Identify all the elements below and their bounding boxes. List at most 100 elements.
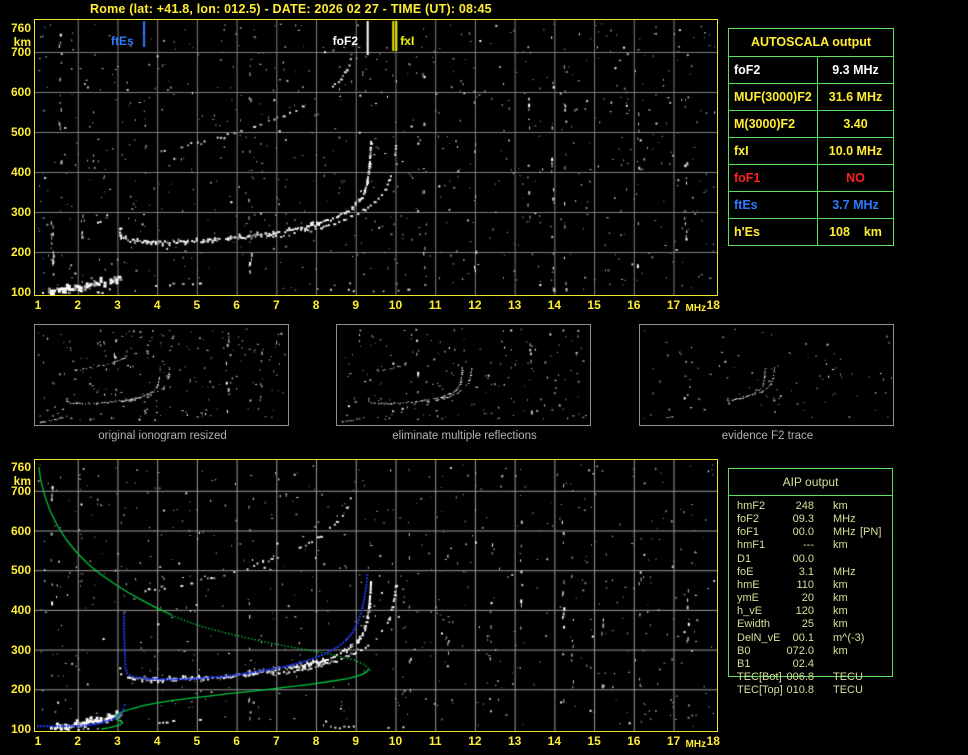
page-title: Rome (lat: +41.8, lon: 012.5) - DATE: 20… <box>90 2 492 16</box>
panel-eliminate-canvas <box>336 324 591 426</box>
x-axis-unit-label: MHz <box>685 739 707 750</box>
y-axis-unit-label: km <box>13 35 31 49</box>
aip-row-unit: MHz <box>833 526 856 539</box>
y-tick-label: 100 <box>10 285 31 299</box>
x-tick-label: 4 <box>153 298 161 312</box>
autoscala-row-foF1: foF1 NO <box>729 165 893 192</box>
y-tick-label: 760 <box>10 459 31 474</box>
autoscala-row-label: foF1 <box>729 165 818 191</box>
panel-caption-original: original ionogram resized <box>98 430 227 442</box>
x-tick-label: 1 <box>34 734 42 748</box>
aip-row-unit: km <box>833 578 848 591</box>
x-tick-label: 2 <box>74 734 82 748</box>
autoscala-row-label: foF2 <box>729 57 818 83</box>
panel-caption-eliminate: eliminate multiple reflections <box>392 430 537 442</box>
aip-row-label: DelN_vE <box>737 631 781 644</box>
x-tick-label: 6 <box>233 734 240 748</box>
aip-row-DelN_vE: DelN_vE 00.1 m^(-3) <box>728 632 903 645</box>
x-tick-label: 16 <box>627 734 641 748</box>
aip-row-foF1: foF1 00.0 MHz [PN] <box>728 526 903 539</box>
aip-row-D1: D1 00.0 <box>728 553 903 566</box>
profile-ionogram-canvas <box>34 459 718 732</box>
aip-row-unit: m^(-3) <box>833 631 865 644</box>
aip-row-value: 248 <box>795 500 814 512</box>
aip-row-value: 00.1 <box>792 631 814 644</box>
panel-original-canvas <box>34 324 289 426</box>
marker-label-foF2: foF2 <box>332 34 359 48</box>
aip-row-unit: MHz <box>833 513 856 526</box>
y-tick-label: 400 <box>10 602 31 617</box>
autoscala-row-label: fxI <box>729 138 818 164</box>
autoscala-row-value: 9.3 MHz <box>832 63 879 77</box>
x-tick-label: 9 <box>352 298 360 312</box>
aip-row-value: 00.0 <box>792 526 814 539</box>
aip-row-label: hmF1 <box>737 539 766 552</box>
x-tick-label: 18 <box>706 734 720 748</box>
aip-row-value: 09.3 <box>792 513 814 526</box>
marker-label-fxI: fxI <box>400 34 415 48</box>
aip-output-panel: AIP output <box>728 468 893 677</box>
autoscala-row-value: 31.6 MHz <box>828 90 883 104</box>
panel-caption-evidence: evidence F2 trace <box>721 430 814 442</box>
panel-evidence-canvas <box>639 324 894 426</box>
aip-row-value: 20 <box>801 592 814 605</box>
aip-row-label: TEC[Top] <box>737 684 783 697</box>
aip-row-note: [PN] <box>860 526 882 539</box>
aip-row-foF2: foF2 09.3 MHz <box>728 513 903 526</box>
aip-row-Ewidth: Ewidth 25 km <box>728 618 903 631</box>
aip-row-value: 00.0 <box>792 552 814 565</box>
x-tick-label: 3 <box>114 734 121 748</box>
aip-row-unit: MHz <box>833 565 856 578</box>
aip-row-label: foE <box>737 565 754 578</box>
x-tick-label: 10 <box>388 734 403 748</box>
autoscala-row-value: 10.0 MHz <box>828 144 883 158</box>
x-tick-label: 10 <box>388 298 403 312</box>
x-tick-label: 9 <box>352 734 360 748</box>
aip-row-label: hmF2 <box>737 500 766 512</box>
y-axis-unit-label: km <box>13 473 31 488</box>
x-tick-label: 11 <box>428 298 442 312</box>
y-tick-label: 100 <box>10 722 31 736</box>
x-tick-label: 13 <box>507 298 522 312</box>
autoscala-row-fxI: fxI 10.0 MHz <box>729 138 893 165</box>
x-tick-label: 11 <box>428 734 442 748</box>
aip-row-value: 072.0 <box>786 644 814 657</box>
x-tick-label: 5 <box>193 298 201 312</box>
aip-row-label: D1 <box>737 552 752 565</box>
aip-row-value: 110 <box>796 578 814 591</box>
x-tick-label: 8 <box>312 298 320 312</box>
aip-row-unit: km <box>833 500 848 512</box>
x-tick-label: 14 <box>547 298 562 312</box>
aip-row-hmF2: hmF2 248 km <box>728 500 903 513</box>
aip-row-unit: TECU <box>833 670 863 683</box>
x-tick-label: 7 <box>272 734 280 748</box>
y-tick-label: 200 <box>10 245 31 259</box>
aip-row-foE: foE 3.1 MHz <box>728 566 903 579</box>
y-tick-label: 700 <box>10 483 31 498</box>
autoscala-row-label: M(3000)F2 <box>729 111 818 137</box>
x-tick-label: 7 <box>272 298 280 312</box>
aip-row-unit: km <box>833 644 848 657</box>
y-tick-label: 500 <box>10 125 31 139</box>
x-tick-label: 8 <box>312 734 320 748</box>
aip-row-label: B0 <box>737 644 751 657</box>
x-axis-unit-label: MHz <box>685 303 707 314</box>
aip-row-label: Ewidth <box>737 618 771 631</box>
aip-row-value: 010.8 <box>786 684 814 697</box>
x-tick-label: 18 <box>706 298 720 312</box>
x-tick-label: 12 <box>468 734 482 748</box>
x-tick-label: 12 <box>468 298 482 312</box>
aip-title: AIP output <box>729 469 892 496</box>
x-tick-label: 6 <box>233 298 240 312</box>
y-tick-label: 200 <box>10 682 31 697</box>
autoscala-table-rows: foF2 9.3 MHz MUF(3000)F2 31.6 MHz M(3000)F2 3… <box>729 57 893 245</box>
aip-row-unit: TECU <box>833 684 863 697</box>
autoscala-row-label: MUF(3000)F2 <box>729 84 818 110</box>
autoscala-output-table: AUTOSCALA output foF2 9.3 MHz MUF(3000)F2 3… <box>728 28 894 246</box>
autoscala-row-value: 3.40 <box>843 117 868 131</box>
main-ionogram-canvas <box>34 19 718 296</box>
x-tick-label: 17 <box>666 298 681 312</box>
aip-row-B0: B0 072.0 km <box>728 645 903 658</box>
autoscala-row-label: ftEs <box>729 192 818 218</box>
